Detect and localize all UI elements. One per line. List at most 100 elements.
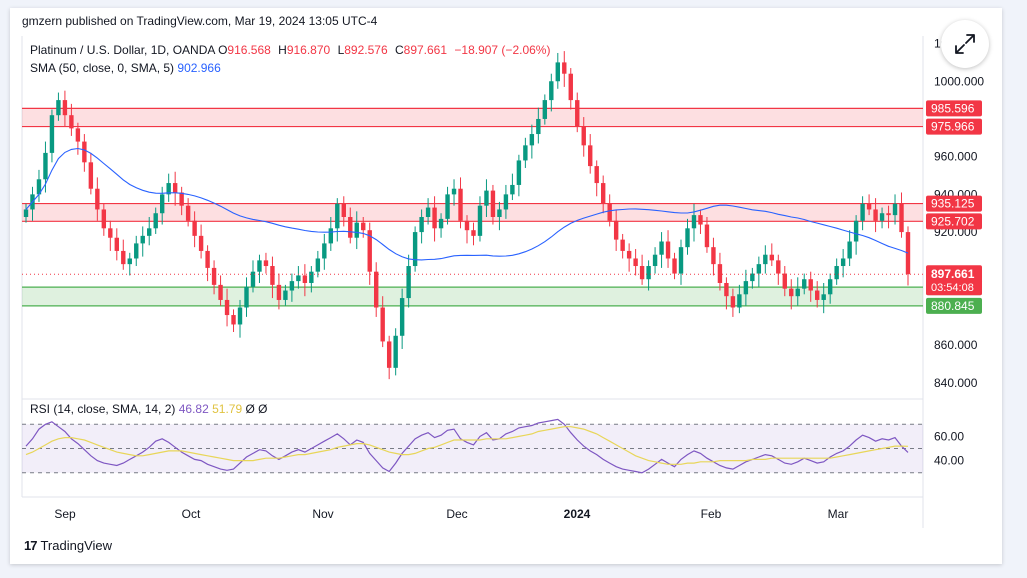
zone-price-badge: [926, 297, 982, 314]
price-tick-label: 1000.000: [934, 74, 984, 88]
candle: [821, 294, 826, 300]
price-tick-label: 840.000: [934, 376, 978, 390]
zone-resistance-high: [22, 108, 923, 127]
candle: [335, 203, 340, 229]
candle: [198, 235, 204, 251]
candle: [289, 281, 295, 291]
sma-label: SMA (50, close, 0, SMA, 5): [30, 61, 175, 75]
candle: [866, 203, 872, 210]
candle: [62, 100, 68, 116]
candle: [95, 188, 100, 210]
zone-resistance-mid: [22, 203, 923, 222]
candle: [860, 203, 865, 221]
candle: [743, 281, 749, 295]
candle: [510, 184, 515, 195]
candle: [231, 315, 236, 325]
candle: [665, 241, 671, 259]
rsi-label: RSI (14, close, SMA, 14, 2): [30, 402, 176, 416]
candle: [892, 203, 898, 216]
open-value: 916.568: [227, 43, 271, 57]
sma-value: 902.966: [177, 61, 221, 75]
candles: [23, 51, 911, 380]
candle: [484, 190, 489, 206]
rsi-ma-value: 51.79: [212, 402, 243, 416]
candle: [218, 284, 223, 300]
candle: [808, 279, 813, 291]
zone-price-badge: [926, 118, 982, 135]
time-tick-label: Dec: [446, 507, 467, 521]
candle: [490, 190, 496, 217]
high-label: H: [278, 43, 287, 57]
candle: [114, 237, 119, 251]
candle: [341, 203, 346, 217]
candle: [205, 250, 210, 268]
candle: [789, 288, 794, 297]
candle: [464, 220, 470, 231]
zone-price-label: 880.845: [931, 299, 975, 313]
fullscreen-button[interactable]: [941, 20, 989, 68]
candle: [873, 209, 878, 221]
rsi-ma-line: [25, 426, 909, 465]
candle: [879, 213, 885, 221]
candle: [302, 275, 308, 283]
candle: [458, 188, 463, 221]
candle: [140, 235, 145, 244]
countdown-label: 03:54:08: [931, 282, 974, 294]
candle: [678, 247, 684, 274]
candle: [23, 209, 29, 217]
time-tick-label: 2024: [564, 507, 591, 521]
candle: [497, 209, 502, 217]
candle: [613, 220, 619, 240]
candle: [737, 294, 742, 308]
footer-brand-text: TradingView: [40, 538, 113, 553]
candle: [685, 228, 690, 248]
candle: [108, 228, 113, 238]
candle: [795, 288, 800, 297]
candle: [691, 215, 697, 229]
rsi-extra-1: Ø: [245, 402, 255, 416]
candle: [711, 247, 716, 265]
time-tick-label: Sep: [54, 507, 76, 521]
candle: [905, 232, 911, 275]
candle: [348, 217, 353, 238]
candle: [769, 254, 775, 261]
candle: [328, 228, 334, 244]
candle: [172, 183, 178, 193]
candle: [672, 258, 677, 274]
candle: [296, 275, 301, 282]
candle: [399, 298, 405, 336]
publisher-line: gmzern published on TradingView.com, Mar…: [22, 14, 378, 28]
zone-support: [22, 287, 923, 306]
candle: [367, 230, 372, 272]
candle: [237, 307, 243, 325]
candle: [607, 203, 612, 221]
candle: [698, 215, 703, 225]
rsi-value: 46.82: [178, 402, 209, 416]
candle: [847, 241, 852, 259]
sma-line: [25, 147, 909, 261]
candle: [529, 134, 535, 146]
candle: [840, 258, 846, 267]
zone-price-label: 925.702: [931, 214, 975, 228]
candle: [756, 264, 762, 274]
candle: [750, 273, 755, 282]
candle: [853, 220, 859, 242]
candle: [776, 260, 781, 274]
symbol-legend: Platinum / U.S. Dollar, 1D, OANDA O916.5…: [30, 43, 554, 57]
candle: [562, 62, 567, 74]
zone-price-badge: [926, 100, 982, 117]
candle: [257, 260, 262, 272]
candle: [575, 100, 580, 127]
rsi-line: [25, 418, 909, 474]
rsi-extra-2: Ø: [258, 402, 268, 416]
candle: [419, 217, 424, 233]
candle: [724, 282, 729, 297]
zone-price-badge: [926, 213, 982, 230]
candle: [43, 152, 48, 180]
candle: [588, 145, 593, 167]
candle: [834, 266, 839, 280]
close-label: C: [394, 43, 404, 57]
candle: [555, 62, 560, 82]
time-tick-label: Mar: [828, 507, 849, 521]
